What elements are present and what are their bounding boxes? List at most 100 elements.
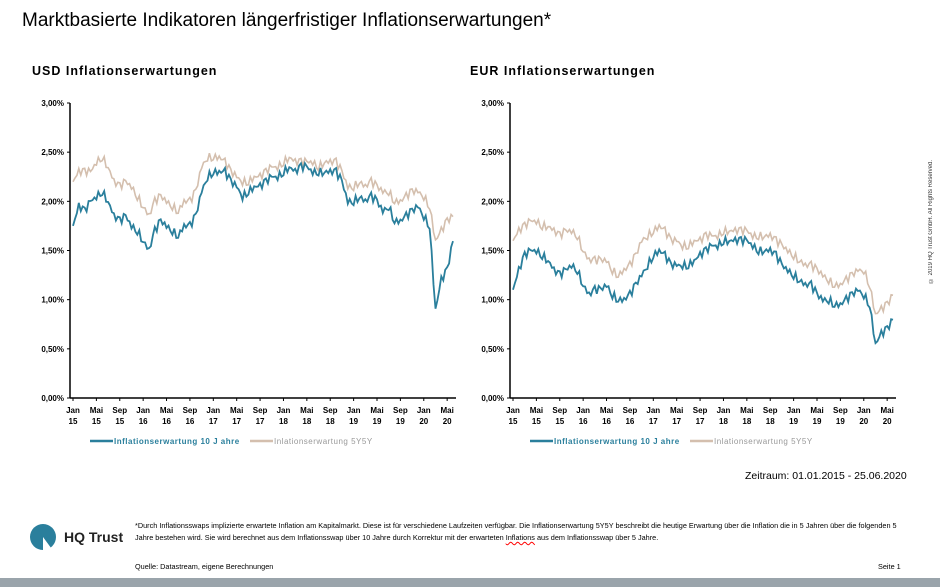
x-tick-label: 20 [443,417,452,426]
x-tick-label: Mai [810,406,823,415]
x-tick-label: Sep [253,406,268,415]
legend-label: Inflationserwartung 10 J ahre [114,437,240,446]
x-tick-label: 19 [349,417,358,426]
x-tick-label: Jan [576,406,590,415]
x-tick-label: Jan [206,406,220,415]
bottom-bar [0,578,940,587]
hq-trust-logo: HQ Trust [28,522,123,552]
logo-icon [30,524,56,552]
footnote: *Durch Inflationsswaps implizierte erwar… [135,520,910,544]
x-tick-label: Mai [230,406,243,415]
page-title: Marktbasierte Indikatoren längerfristige… [22,10,552,31]
legend-label: Inlationserwartung 5Y5Y [714,437,813,446]
x-tick-label: 16 [579,417,588,426]
y-tick-label: 2,00% [481,197,504,206]
x-tick-label: Jan [646,406,660,415]
usd-chart-title: USD Inflationserwartungen [32,64,218,78]
x-tick-label: 19 [836,417,845,426]
y-tick-label: 0,50% [481,345,504,354]
page-number: Seite 1 [878,562,901,571]
y-tick-label: 3,00% [481,99,504,108]
y-tick-label: 2,00% [41,197,64,206]
x-tick-label: Jan [717,406,731,415]
x-tick-label: Mai [740,406,753,415]
x-tick-label: 15 [115,417,124,426]
y-tick-label: 0,00% [481,394,504,403]
footnote-text: *Durch Inflationsswaps implizierte erwar… [135,521,897,542]
source-label: Quelle: Datastream, eigene Berechnungen [135,562,274,571]
x-tick-label: 18 [766,417,775,426]
x-tick-label: Mai [90,406,103,415]
x-tick-label: 16 [602,417,611,426]
x-tick-label: Jan [857,406,871,415]
legend-label: Inlationserwartung 5Y5Y [274,437,373,446]
x-tick-label: 19 [373,417,382,426]
y-tick-label: 2,50% [481,148,504,157]
y-tick-label: 1,50% [41,247,64,256]
copyright: © 2019 HQ Trust GmbH. All Rights Reserve… [928,160,934,284]
usd-chart: 0,00% 0,50% 1,00% 1,50% 2,00% 2,50% 3,00% Jan 15… [41,99,456,446]
x-tick-label: Jan [347,406,361,415]
x-tick-label: 16 [625,417,634,426]
x-tick-label: 20 [883,417,892,426]
x-tick-label: 19 [396,417,405,426]
x-tick-label: Sep [833,406,848,415]
x-tick-label: 18 [719,417,728,426]
x-tick-label: Mai [300,406,313,415]
x-tick-label: Jan [506,406,520,415]
x-tick-label: 17 [209,417,218,426]
x-tick-label: Sep [693,406,708,415]
footnote-text: Inflations [505,533,535,542]
x-tick-label: 20 [859,417,868,426]
series-line-10y [512,233,894,345]
x-tick-label: 17 [696,417,705,426]
y-tick-label: 2,50% [41,148,64,157]
x-tick-label: Jan [417,406,431,415]
x-tick-label: 18 [326,417,335,426]
eur-chart: 0,00% 0,50% 1,00% 1,50% 2,00% 2,50% 3,00% Jan 15… [481,99,896,446]
footnote-text: aus dem Inflationsswap über 5 Jahre. [534,533,659,542]
logo-text: HQ Trust [64,529,124,545]
x-tick-label: Mai [880,406,893,415]
x-tick-label: 15 [532,417,541,426]
y-tick-label: 0,50% [41,345,64,354]
x-tick-label: Mai [160,406,173,415]
x-tick-label: 15 [509,417,518,426]
period-label: Zeitraum: 01.01.2015 - 25.06.2020 [745,470,907,482]
x-tick-label: 18 [279,417,288,426]
x-tick-label: 15 [555,417,564,426]
x-tick-label: 18 [742,417,751,426]
x-tick-label: Sep [763,406,778,415]
x-tick-label: Jan [66,406,80,415]
x-tick-label: 17 [649,417,658,426]
x-tick-label: 19 [813,417,822,426]
y-tick-label: 1,00% [481,296,504,305]
y-tick-label: 1,50% [481,247,504,256]
x-tick-label: Sep [183,406,198,415]
x-tick-label: 20 [419,417,428,426]
x-tick-label: Mai [370,406,383,415]
x-tick-label: Mai [600,406,613,415]
x-tick-label: Sep [323,406,338,415]
eur-chart-title: EUR Inflationserwartungen [470,64,656,78]
x-tick-label: Mai [530,406,543,415]
series-line-10y [72,160,454,309]
x-tick-label: Jan [787,406,801,415]
x-tick-label: 15 [92,417,101,426]
y-tick-label: 3,00% [41,99,64,108]
x-tick-label: 19 [789,417,798,426]
legend-label: Inflationserwartung 10 J ahre [554,437,680,446]
x-tick-label: Sep [552,406,567,415]
x-tick-label: 16 [139,417,148,426]
y-tick-label: 0,00% [41,394,64,403]
x-tick-label: 17 [232,417,241,426]
x-tick-label: 18 [302,417,311,426]
x-tick-label: 17 [256,417,265,426]
x-tick-label: Sep [623,406,638,415]
series-line-5y5y [72,151,454,242]
x-tick-label: Mai [440,406,453,415]
x-tick-label: 15 [69,417,78,426]
x-tick-label: Mai [670,406,683,415]
x-tick-label: Jan [136,406,150,415]
series-line-5y5y [512,217,894,315]
